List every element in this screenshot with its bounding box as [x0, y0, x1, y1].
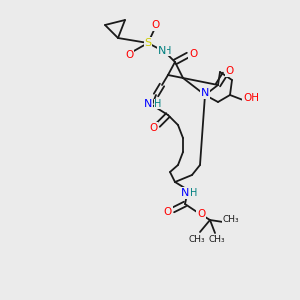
Text: N: N — [201, 88, 209, 98]
Text: N: N — [158, 46, 166, 56]
Text: CH₃: CH₃ — [209, 236, 225, 244]
Text: O: O — [197, 209, 205, 219]
Text: O: O — [125, 50, 133, 60]
Text: S: S — [144, 38, 152, 48]
Text: OH: OH — [243, 93, 259, 103]
Text: O: O — [189, 49, 197, 59]
Text: O: O — [226, 66, 234, 76]
Text: H: H — [154, 99, 162, 109]
Text: CH₃: CH₃ — [189, 235, 205, 244]
Text: O: O — [152, 20, 160, 30]
Text: H: H — [164, 46, 172, 56]
Text: N: N — [181, 188, 189, 198]
Text: O: O — [149, 123, 157, 133]
Text: N: N — [144, 99, 152, 109]
Text: H: H — [190, 188, 198, 198]
Text: O: O — [164, 207, 172, 217]
Text: CH₃: CH₃ — [223, 215, 239, 224]
